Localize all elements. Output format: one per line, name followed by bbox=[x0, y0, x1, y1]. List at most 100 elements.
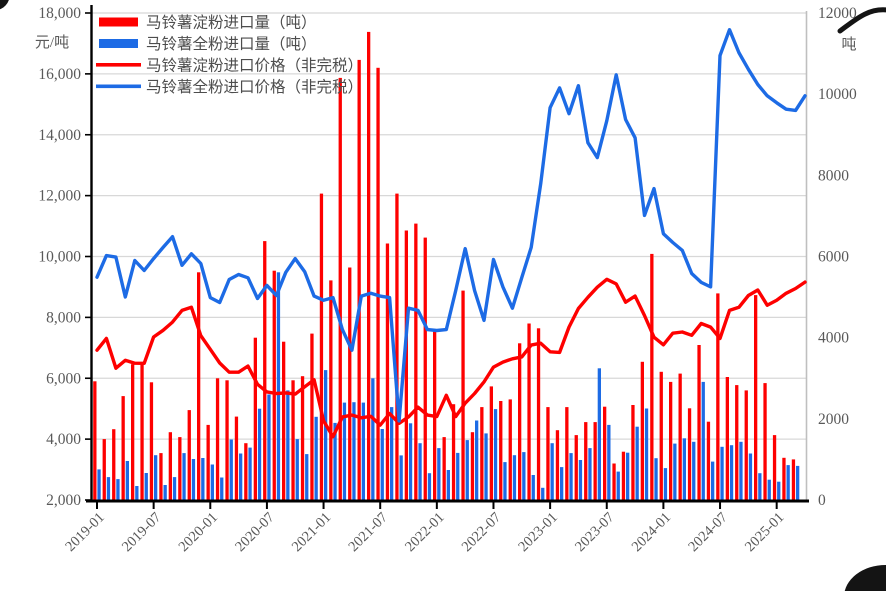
bar bbox=[465, 440, 469, 500]
bar bbox=[621, 451, 626, 500]
bar bbox=[603, 406, 607, 500]
bar bbox=[333, 422, 337, 500]
bar bbox=[754, 295, 758, 500]
bar bbox=[782, 457, 786, 500]
bar bbox=[244, 443, 248, 500]
x-axis-tick-label: 2024-07 bbox=[685, 510, 730, 555]
bar bbox=[663, 468, 668, 500]
bar bbox=[522, 452, 526, 500]
bar bbox=[612, 463, 616, 500]
bar bbox=[329, 280, 333, 500]
bar bbox=[121, 396, 125, 500]
bar bbox=[550, 443, 554, 500]
bar bbox=[635, 426, 639, 500]
bar bbox=[493, 409, 498, 500]
right-axis-tick-label: 6000 bbox=[818, 249, 849, 266]
bar bbox=[314, 416, 318, 500]
bar bbox=[149, 382, 154, 500]
bar bbox=[503, 462, 507, 500]
bar bbox=[777, 481, 781, 500]
bar bbox=[371, 378, 375, 501]
bar bbox=[159, 453, 163, 500]
bar bbox=[229, 439, 233, 500]
bar bbox=[338, 77, 342, 501]
bar bbox=[361, 402, 365, 500]
bar bbox=[272, 270, 276, 500]
legend: 马铃薯淀粉进口量（吨） 马铃薯全粉进口量（吨） 马铃薯淀粉进口价格（非完税） 马铃薯全… bbox=[96, 14, 363, 96]
bar bbox=[418, 443, 422, 500]
bar bbox=[578, 460, 583, 500]
bar bbox=[480, 407, 484, 500]
left-axis-tick-label: 14,000 bbox=[38, 127, 81, 144]
bar bbox=[772, 435, 777, 500]
legend-item-label: 马铃薯全粉进口量（吨） bbox=[146, 35, 317, 53]
bar bbox=[357, 59, 361, 501]
bar bbox=[206, 424, 210, 500]
bar bbox=[616, 471, 620, 500]
bar bbox=[404, 230, 408, 500]
bar bbox=[220, 477, 224, 500]
bar bbox=[791, 459, 796, 500]
bar bbox=[97, 469, 101, 500]
left-axis-tick-label: 8,000 bbox=[46, 309, 81, 326]
bar bbox=[305, 454, 309, 500]
x-axis-tick-label: 2021-07 bbox=[346, 510, 391, 555]
bar bbox=[187, 410, 191, 500]
bar bbox=[716, 293, 720, 500]
bar bbox=[399, 455, 403, 500]
x-axis-tick-label: 2025-01 bbox=[742, 510, 787, 555]
bar bbox=[376, 67, 380, 501]
bar bbox=[234, 416, 239, 500]
bar bbox=[593, 422, 597, 500]
bar bbox=[640, 361, 644, 500]
left-axis-tick-label: 16,000 bbox=[38, 66, 81, 83]
bar bbox=[669, 381, 673, 500]
left-axis-tick-label: 18,000 bbox=[38, 5, 81, 22]
bar bbox=[442, 437, 446, 500]
bar bbox=[546, 407, 550, 500]
bar bbox=[102, 439, 106, 500]
bar bbox=[286, 390, 290, 500]
bar bbox=[644, 408, 649, 500]
bar bbox=[725, 377, 729, 500]
bar bbox=[197, 272, 201, 500]
right-axis-tick-label: 10000 bbox=[818, 86, 857, 103]
bar bbox=[210, 464, 214, 500]
bar bbox=[687, 408, 692, 500]
left-axis-tick-label: 4,000 bbox=[46, 431, 81, 448]
bar bbox=[225, 380, 229, 500]
bar bbox=[574, 435, 578, 500]
bar bbox=[518, 343, 522, 500]
bar bbox=[408, 423, 413, 500]
legend-item-label: 马铃薯全粉进口价格（非完税） bbox=[146, 78, 363, 96]
bar bbox=[263, 241, 267, 500]
right-axis-unit-label: 吨 bbox=[841, 37, 857, 53]
bar bbox=[456, 452, 460, 500]
bar bbox=[125, 461, 129, 500]
x-axis-tick-label: 2023-01 bbox=[515, 510, 560, 555]
bar bbox=[116, 479, 120, 500]
right-axis-tick-label: 12000 bbox=[818, 5, 857, 22]
bar bbox=[140, 363, 144, 500]
bar bbox=[276, 272, 281, 500]
bar bbox=[348, 267, 352, 500]
bar bbox=[291, 380, 295, 500]
x-axis-tick-label: 2019-07 bbox=[119, 510, 164, 555]
bar bbox=[560, 467, 564, 500]
bar bbox=[735, 385, 739, 500]
bar bbox=[512, 455, 517, 500]
legend-bar-swatch bbox=[99, 39, 138, 48]
bar bbox=[144, 473, 148, 500]
photo-artifact-top-left bbox=[0, 0, 10, 10]
bar bbox=[673, 443, 677, 500]
bar bbox=[93, 381, 97, 500]
bar bbox=[385, 243, 390, 500]
bar bbox=[729, 445, 734, 500]
bar bbox=[531, 475, 535, 500]
bar bbox=[215, 378, 220, 501]
bar bbox=[395, 193, 399, 500]
bar bbox=[720, 446, 724, 500]
bar bbox=[324, 370, 328, 500]
bar bbox=[536, 328, 541, 500]
